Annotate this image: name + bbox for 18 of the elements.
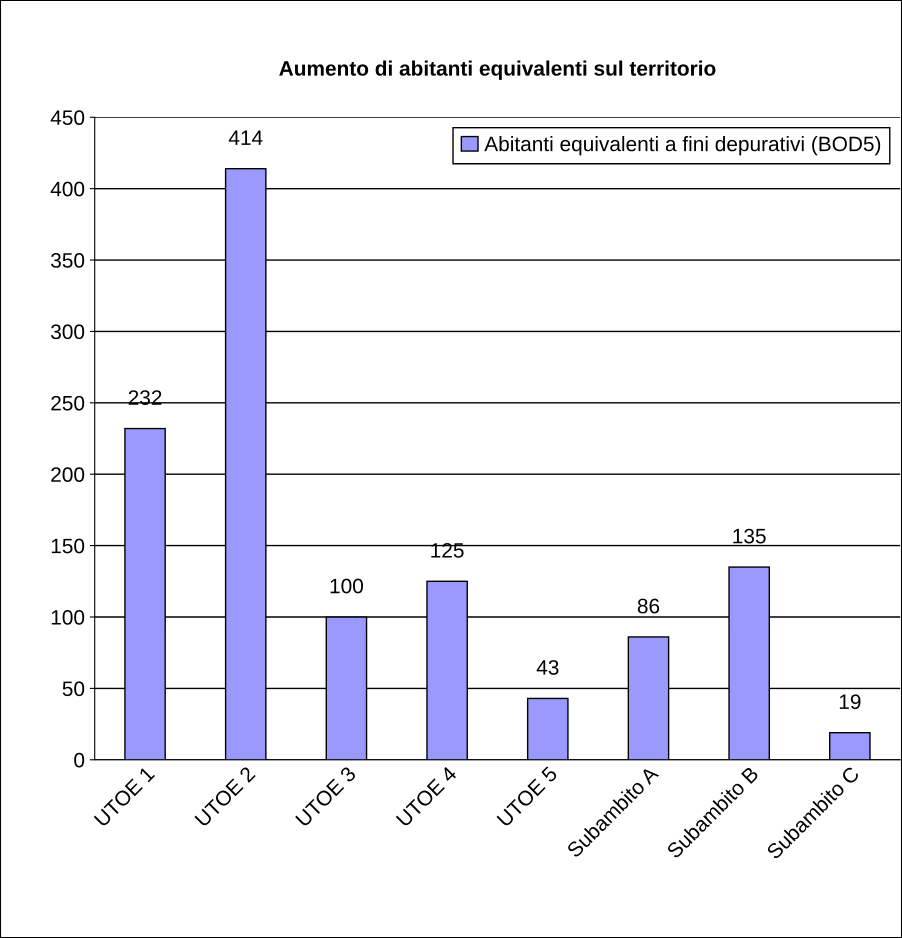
data-label: 19 <box>840 694 860 710</box>
data-label: 100 <box>330 578 363 594</box>
y-tick-label: 250 <box>51 396 84 411</box>
y-tick-label: 450 <box>50 110 84 126</box>
chart-title: Aumento di abitanti equivalenti sul territorio <box>279 60 716 80</box>
y-tick-label: 0 <box>74 752 84 768</box>
y-tick-label: 300 <box>51 324 84 340</box>
legend-label: Abitanti equivalenti a fini depurativi (BOD5) <box>484 136 880 156</box>
y-tick-label: 400 <box>50 182 84 196</box>
y-tick-label: 50 <box>62 681 84 696</box>
y-tick-label: 350 <box>51 253 84 268</box>
y-tick-label: 100 <box>52 610 84 625</box>
y-tick-label: 150 <box>52 538 84 554</box>
data-label: 43 <box>536 660 558 675</box>
data-label: 414 <box>228 130 263 145</box>
data-label: 135 <box>733 528 766 544</box>
y-tick-label: 200 <box>51 467 84 482</box>
data-label: 86 <box>638 598 660 614</box>
